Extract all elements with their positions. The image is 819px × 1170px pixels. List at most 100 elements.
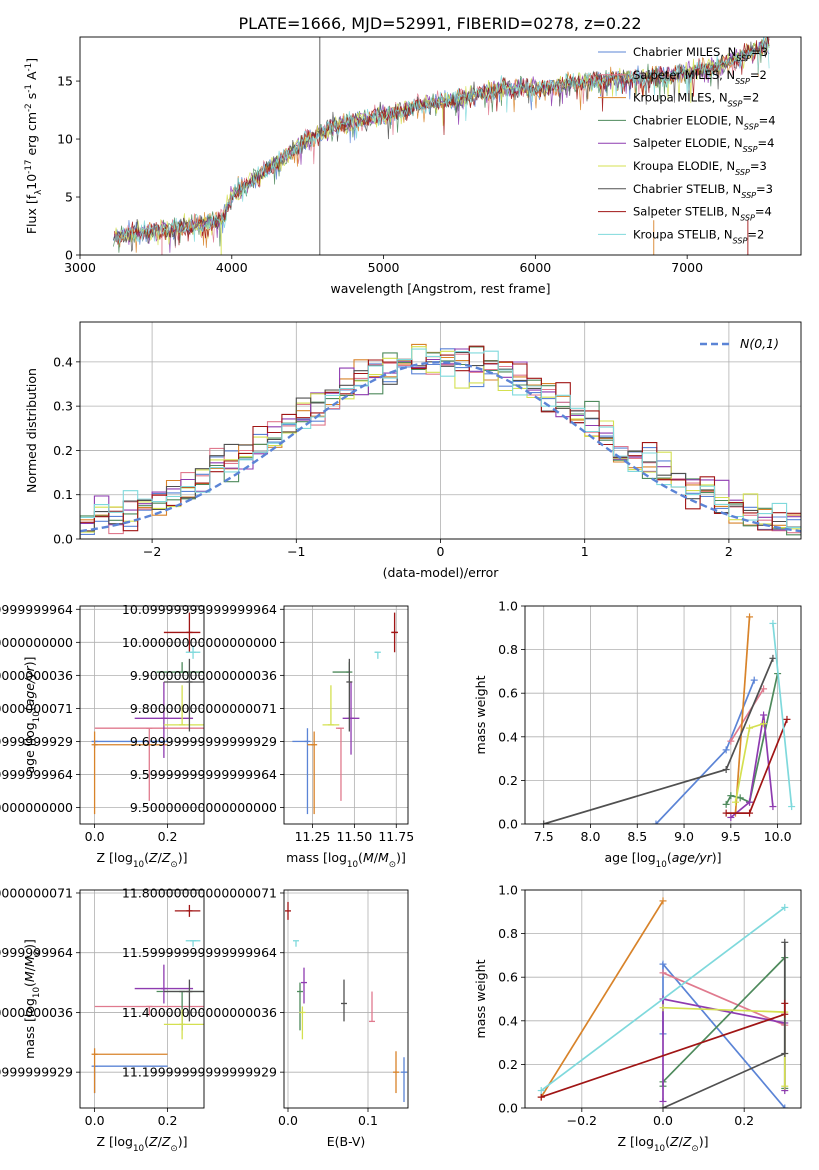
age_vs_mass-ytick-label: 9.80000000000000071 bbox=[130, 701, 277, 716]
weight_vs_age-line bbox=[730, 714, 774, 819]
legend-label-salpeter-stelib: Salpeter STELIB, NSSP=4 bbox=[633, 205, 772, 223]
age_vs_mass-frame bbox=[283, 605, 409, 825]
age_vs_Z-axes: 0.0 0.2 9.50000000000000000 9.5999999999999… bbox=[0, 602, 205, 870]
legend-label-chabrier-stelib: Chabrier STELIB, NSSP=3 bbox=[633, 182, 773, 200]
legend-label-chabrier-miles: Chabrier MILES, NSSP=3 bbox=[633, 45, 768, 63]
weight_vs_Z-ytick-label: 0.4 bbox=[498, 1013, 518, 1028]
weight_vs_Z-line bbox=[662, 942, 786, 1108]
legend-label-normal: N(0,1) bbox=[740, 336, 779, 351]
legend-label-salpeter-elodie: Salpeter ELODIE, NSSP=4 bbox=[633, 136, 774, 154]
mass_vs_Z-point-salpeter-stelib bbox=[174, 904, 201, 917]
mass_vs_ebv-axes: 0.0 0.1 11.19999999999999929 11.40000000000… bbox=[122, 885, 409, 1149]
residuals-ytick-label: 0.2 bbox=[53, 443, 73, 458]
figure-title: PLATE=1666, MJD=52991, FIBERID=0278, z=0… bbox=[238, 14, 641, 33]
age_vs_Z-point-salpeter-miles bbox=[94, 727, 204, 801]
age_vs_mass-point-kroupa-elodie bbox=[322, 685, 340, 726]
spectrum-frame bbox=[79, 36, 802, 256]
age_vs_Z-ytick-label: 10.09999999999999964 bbox=[0, 602, 73, 617]
weight_vs_age-plot-area bbox=[540, 613, 796, 824]
weight_vs_Z-xtick-label: 0.0 bbox=[653, 1113, 673, 1128]
age_vs_mass-axes: 11.25 11.50 11.75 9.50000000000000000 9.5999… bbox=[122, 602, 414, 870]
weight_vs_Z-frame bbox=[524, 889, 802, 1109]
weight_vs_age-line bbox=[543, 657, 774, 824]
age_vs_Z-point-kroupa-miles bbox=[91, 731, 168, 815]
spectrum-xtick-label: 5000 bbox=[368, 260, 400, 275]
weight_vs_age-series-salpeter-miles bbox=[727, 685, 768, 745]
residuals-ytick-label: 0.4 bbox=[53, 354, 73, 369]
weight_vs_age-series-chabrier-stelib bbox=[540, 654, 777, 824]
weight_vs_age-series-salpeter-stelib bbox=[722, 715, 791, 817]
legend-label-salpeter-miles: Salpeter MILES, NSSP=2 bbox=[633, 68, 767, 86]
spectrum-series-kroupa-elodie bbox=[114, 42, 770, 246]
weight_vs_Z-series-kroupa-elodie bbox=[659, 1004, 789, 1090]
mass_vs_ebv-xlabel: E(B-V) bbox=[327, 1134, 366, 1149]
mass_vs_ebv-point-kroupa-elodie bbox=[299, 1006, 306, 1040]
mass_vs_ebv-point-salpeter-stelib bbox=[285, 901, 291, 920]
mass_vs_Z-ytick-label: 11.19999999999999929 bbox=[0, 1065, 73, 1080]
legend-label-kroupa-miles: Kroupa MILES, NSSP=2 bbox=[633, 91, 759, 109]
spectrum-axes: 3000 4000 5000 6000 7000 0 5 10 15 wavelength [An… bbox=[24, 36, 802, 296]
spectrum-series-kroupa-stelib bbox=[114, 37, 770, 244]
residuals-frame bbox=[79, 321, 802, 540]
age_vs_mass-xtick-label: 11.50 bbox=[336, 829, 372, 844]
mass_vs_ebv-ytick-label: 11.59999999999999964 bbox=[122, 945, 277, 960]
mass_vs_ebv-point-chabrier-elodie bbox=[297, 982, 303, 1031]
weight_vs_age-ytick-label: 0.6 bbox=[498, 686, 518, 701]
age_vs_Z-ytick-label: 9.50000000000000000 bbox=[0, 800, 73, 815]
legend-label-chabrier-elodie: Chabrier ELODIE, NSSP=4 bbox=[633, 113, 776, 130]
weight_vs_Z-series-kroupa-stelib bbox=[537, 903, 789, 1095]
weight_vs_age-series-chabrier-miles bbox=[652, 676, 758, 824]
weight_vs_age-ytick-label: 0.0 bbox=[498, 817, 518, 832]
spectrum-xlabel: wavelength [Angstrom, rest frame] bbox=[330, 281, 550, 296]
weight_vs_age-frame bbox=[524, 605, 802, 825]
weight_vs_age-xlabel: age [log10(age/yr)] bbox=[604, 850, 721, 870]
weight_vs_Z-ytick-label: 0.2 bbox=[498, 1057, 518, 1072]
age_vs_Z-point-kroupa-stelib bbox=[185, 645, 201, 659]
age_vs_mass-point-chabrier-miles bbox=[292, 728, 311, 815]
mass_vs_ebv-point-chabrier-miles bbox=[401, 1057, 407, 1103]
age_vs_mass-point-kroupa-miles bbox=[307, 731, 318, 815]
residuals-plot-area bbox=[80, 343, 801, 539]
weight_vs_age-series-kroupa-stelib bbox=[769, 619, 796, 811]
weight_vs_age-xtick-label: 9.0 bbox=[674, 829, 694, 844]
age_vs_mass-ytick-label: 10.00000000000000000 bbox=[122, 635, 277, 650]
age_vs_Z-ytick-label: 9.69999999999999929 bbox=[0, 734, 73, 749]
residuals-axes: −2 −1 0 1 2 0.0 0.1 0.2 0.3 0.4 (data-model)/error… bbox=[24, 321, 802, 580]
age_vs_mass-ytick-label: 10.09999999999999964 bbox=[122, 602, 277, 617]
weight_vs_Z-line bbox=[540, 906, 786, 1092]
age_vs_mass-ytick-label: 9.90000000000000036 bbox=[130, 668, 277, 683]
mass_vs_Z-ytick-label: 11.59999999999999964 bbox=[0, 945, 73, 960]
mass_vs_Z-axes: 0.0 0.2 11.19999999999999929 11.40000000000… bbox=[0, 885, 205, 1154]
spectrum-xtick-label: 7000 bbox=[671, 260, 703, 275]
age_vs_mass-ytick-label: 9.59999999999999964 bbox=[130, 767, 277, 782]
age_vs_Z-point-kroupa-elodie bbox=[163, 685, 204, 726]
mass_vs_Z-xtick-label: 0.2 bbox=[158, 1113, 178, 1128]
weight_vs_Z-line bbox=[540, 900, 664, 1098]
residuals-ytick-label: 0.0 bbox=[53, 532, 73, 547]
weight_vs_age-ytick-label: 0.4 bbox=[498, 729, 518, 744]
weight_vs_age-line bbox=[734, 616, 751, 814]
mass_vs_Z-point-salpeter-elodie bbox=[134, 964, 194, 1004]
age_vs_Z-ytick-label: 10.00000000000000000 bbox=[0, 635, 73, 650]
mass_vs_ebv-ytick-label: 11.80000000000000071 bbox=[122, 885, 277, 900]
weight_vs_age-xtick-label: 8.0 bbox=[581, 829, 601, 844]
mass_vs_Z-point-kroupa-miles bbox=[91, 1048, 168, 1094]
spectrum-ylabel: Flux [fλ10-17 erg cm-2 s-1 A-1] bbox=[24, 58, 44, 234]
mass_vs_ebv-xtick-label: 0.1 bbox=[358, 1113, 378, 1128]
age_vs_mass-point-chabrier-stelib bbox=[346, 658, 353, 732]
age_vs_Z-ylabel: age [log10(age/yr)] bbox=[22, 656, 42, 773]
residuals-xtick-label: −1 bbox=[287, 544, 305, 559]
age_vs_mass-point-salpeter-stelib bbox=[391, 612, 398, 653]
weight_vs_age-ytick-label: 0.8 bbox=[498, 642, 518, 657]
weight_vs_Z-series-chabrier-stelib bbox=[659, 938, 789, 1108]
spectrum-series-salpeter-stelib bbox=[113, 37, 770, 246]
weight_vs_age-xtick-label: 10.0 bbox=[764, 829, 792, 844]
residuals-xtick-label: 2 bbox=[725, 544, 733, 559]
age_vs_mass-xtick-label: 11.25 bbox=[295, 829, 331, 844]
residuals-xtick-label: −2 bbox=[143, 544, 161, 559]
weight_vs_age-ytick-label: 0.2 bbox=[498, 773, 518, 788]
spectrum-ytick-label: 5 bbox=[65, 190, 73, 205]
weight_vs_age-line bbox=[772, 623, 793, 807]
weight_vs_Z-series-chabrier-elodie bbox=[659, 954, 789, 1092]
